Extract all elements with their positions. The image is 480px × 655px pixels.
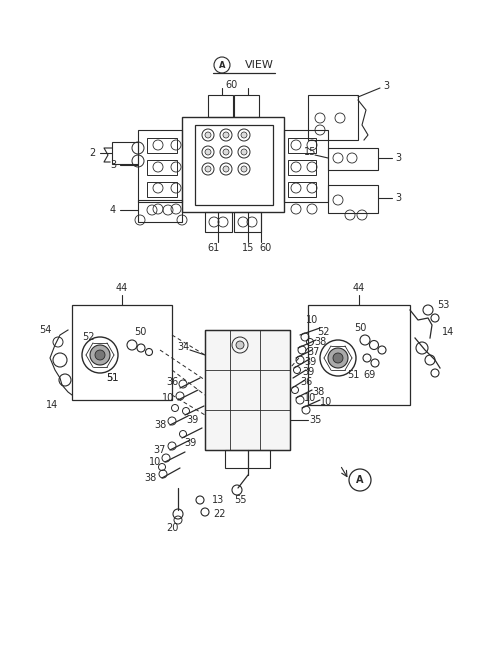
Text: 51: 51 xyxy=(106,373,118,383)
Bar xyxy=(112,142,138,164)
Text: 38: 38 xyxy=(144,473,156,483)
Text: 54: 54 xyxy=(39,325,51,335)
Text: 50: 50 xyxy=(134,327,146,337)
Text: 39: 39 xyxy=(184,438,196,448)
Bar xyxy=(205,330,290,450)
Text: 4: 4 xyxy=(110,205,116,215)
Text: 39: 39 xyxy=(302,367,314,377)
Text: A: A xyxy=(356,475,364,485)
Text: 38: 38 xyxy=(154,420,166,430)
Bar xyxy=(182,117,284,212)
Text: 50: 50 xyxy=(354,323,366,333)
Circle shape xyxy=(205,132,211,138)
Text: 60: 60 xyxy=(226,80,238,90)
Bar xyxy=(288,138,316,153)
Text: 52: 52 xyxy=(82,332,94,342)
Text: 44: 44 xyxy=(116,283,128,293)
Circle shape xyxy=(223,149,229,155)
Bar xyxy=(205,330,290,450)
Bar xyxy=(147,182,177,197)
Text: 51: 51 xyxy=(347,370,359,380)
Bar xyxy=(72,305,172,400)
Text: 10: 10 xyxy=(320,397,332,407)
Circle shape xyxy=(90,345,110,365)
Text: 20: 20 xyxy=(166,523,178,533)
Text: 38: 38 xyxy=(314,337,326,347)
Text: 39: 39 xyxy=(186,415,198,425)
Text: 10: 10 xyxy=(304,393,316,403)
Text: 34: 34 xyxy=(177,342,189,352)
Text: 3: 3 xyxy=(395,153,401,163)
Text: 35: 35 xyxy=(310,415,322,425)
Text: 10: 10 xyxy=(149,457,161,467)
Text: 39: 39 xyxy=(304,357,316,367)
Text: 2: 2 xyxy=(89,148,95,158)
Circle shape xyxy=(223,166,229,172)
Text: 36: 36 xyxy=(166,377,178,387)
Text: 52: 52 xyxy=(317,327,329,337)
Circle shape xyxy=(95,350,105,360)
Bar xyxy=(328,148,378,170)
Bar xyxy=(234,212,261,232)
Text: 36: 36 xyxy=(300,377,312,387)
Text: 51: 51 xyxy=(106,373,118,383)
Circle shape xyxy=(241,166,247,172)
Text: 55: 55 xyxy=(234,495,246,505)
Text: 15: 15 xyxy=(242,243,254,253)
Circle shape xyxy=(328,348,348,368)
Circle shape xyxy=(333,353,343,363)
Bar xyxy=(205,212,232,232)
Bar xyxy=(308,95,358,140)
Circle shape xyxy=(205,166,211,172)
Text: VIEW: VIEW xyxy=(245,60,274,70)
Text: 3: 3 xyxy=(395,193,401,203)
Circle shape xyxy=(223,132,229,138)
Bar xyxy=(195,125,273,205)
Text: 14: 14 xyxy=(46,400,58,410)
Text: 38: 38 xyxy=(312,387,324,397)
Text: 53: 53 xyxy=(437,300,449,310)
Text: 61: 61 xyxy=(207,243,219,253)
Text: 69: 69 xyxy=(364,370,376,380)
Text: 44: 44 xyxy=(353,283,365,293)
Bar xyxy=(288,160,316,175)
Text: 37: 37 xyxy=(308,347,320,357)
Bar xyxy=(288,182,316,197)
Circle shape xyxy=(205,149,211,155)
Text: 15: 15 xyxy=(304,147,316,157)
Bar xyxy=(234,95,259,117)
Bar xyxy=(284,130,328,202)
Bar xyxy=(147,160,177,175)
Text: 14: 14 xyxy=(442,327,454,337)
Text: 60: 60 xyxy=(259,243,271,253)
Circle shape xyxy=(236,341,244,349)
Bar xyxy=(138,200,182,222)
Bar xyxy=(328,185,378,213)
Bar xyxy=(308,305,410,405)
Text: 10: 10 xyxy=(162,393,174,403)
Text: A: A xyxy=(219,60,225,69)
Circle shape xyxy=(241,132,247,138)
Circle shape xyxy=(241,149,247,155)
Bar xyxy=(138,130,182,202)
Text: 10: 10 xyxy=(306,315,318,325)
Text: 22: 22 xyxy=(214,509,226,519)
Bar xyxy=(208,95,233,117)
Text: 37: 37 xyxy=(154,445,166,455)
Text: 3: 3 xyxy=(383,81,389,91)
Text: 3: 3 xyxy=(110,160,116,170)
Bar xyxy=(147,138,177,153)
Bar xyxy=(225,450,270,468)
Text: 13: 13 xyxy=(212,495,224,505)
